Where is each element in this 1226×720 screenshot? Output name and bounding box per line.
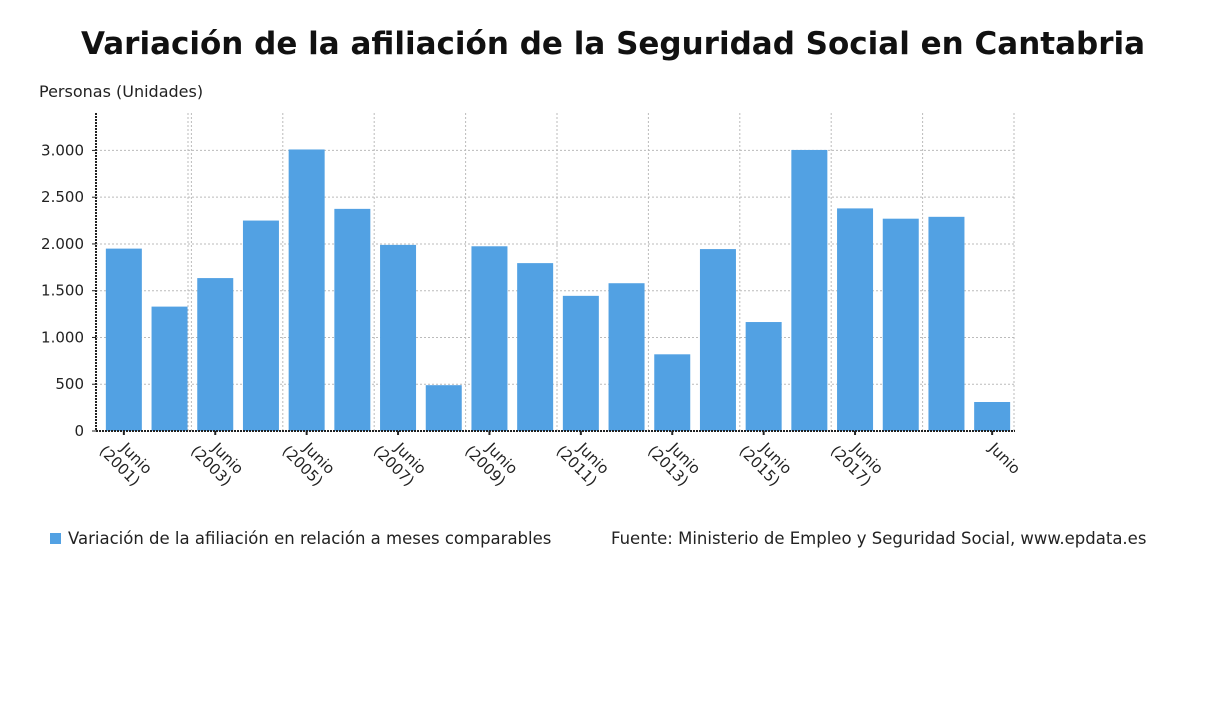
bar-2006: [334, 208, 371, 431]
bar-2005: [288, 149, 325, 431]
y-tick-label: 2.500: [41, 188, 84, 206]
bar-2002: [151, 306, 188, 431]
bar-2008: [425, 385, 462, 431]
bar-2019: [928, 216, 965, 431]
bar-2014: [699, 249, 736, 431]
y-axis-label: Personas (Unidades): [39, 82, 204, 101]
bar-2003: [197, 278, 234, 431]
x-tick-label: Junio: [985, 438, 1024, 477]
x-tick-label: Junio(2009): [461, 430, 521, 490]
x-tick-label: Junio(2013): [644, 430, 704, 490]
x-tick-label: Junio(2011): [553, 430, 613, 490]
y-tick-label: 1.000: [41, 328, 84, 346]
x-tick-label: Junio(2005): [279, 430, 339, 490]
bar-2013: [654, 354, 691, 431]
x-tick-label: Junio(2003): [187, 430, 247, 490]
y-tick-label: 2.000: [41, 235, 84, 253]
bar-2020: [974, 402, 1011, 431]
legend-swatch: [50, 533, 61, 544]
bar-2016: [791, 149, 828, 431]
legend-label: Variación de la afiliación en relación a…: [68, 529, 552, 548]
bar-2009: [471, 246, 508, 431]
legend: Variación de la afiliación en relación a…: [50, 529, 551, 548]
y-tick-label: 0: [74, 422, 84, 440]
chart-title: Variación de la afiliación de la Segurid…: [80, 26, 1146, 62]
y-tick-label: 3.000: [41, 141, 84, 159]
bar-2004: [242, 220, 279, 431]
bar-2018: [882, 218, 919, 431]
y-tick-label: 500: [55, 375, 84, 393]
bar-2007: [380, 244, 417, 431]
y-tick-label: 1.500: [41, 282, 84, 300]
bar-2015: [745, 322, 782, 431]
source-note: Fuente: Ministerio de Empleo y Seguridad…: [611, 529, 1147, 548]
x-tick-label: Junio(2001): [96, 430, 156, 490]
bar-2010: [517, 263, 554, 431]
x-tick-label: Junio(2015): [736, 430, 796, 490]
x-tick-label: Junio(2007): [370, 430, 430, 490]
bar-2001: [105, 248, 142, 431]
x-tick-label: Junio(2017): [827, 430, 887, 490]
bar-2017: [837, 208, 874, 431]
bar-2012: [608, 283, 645, 431]
bar-2011: [562, 295, 599, 431]
